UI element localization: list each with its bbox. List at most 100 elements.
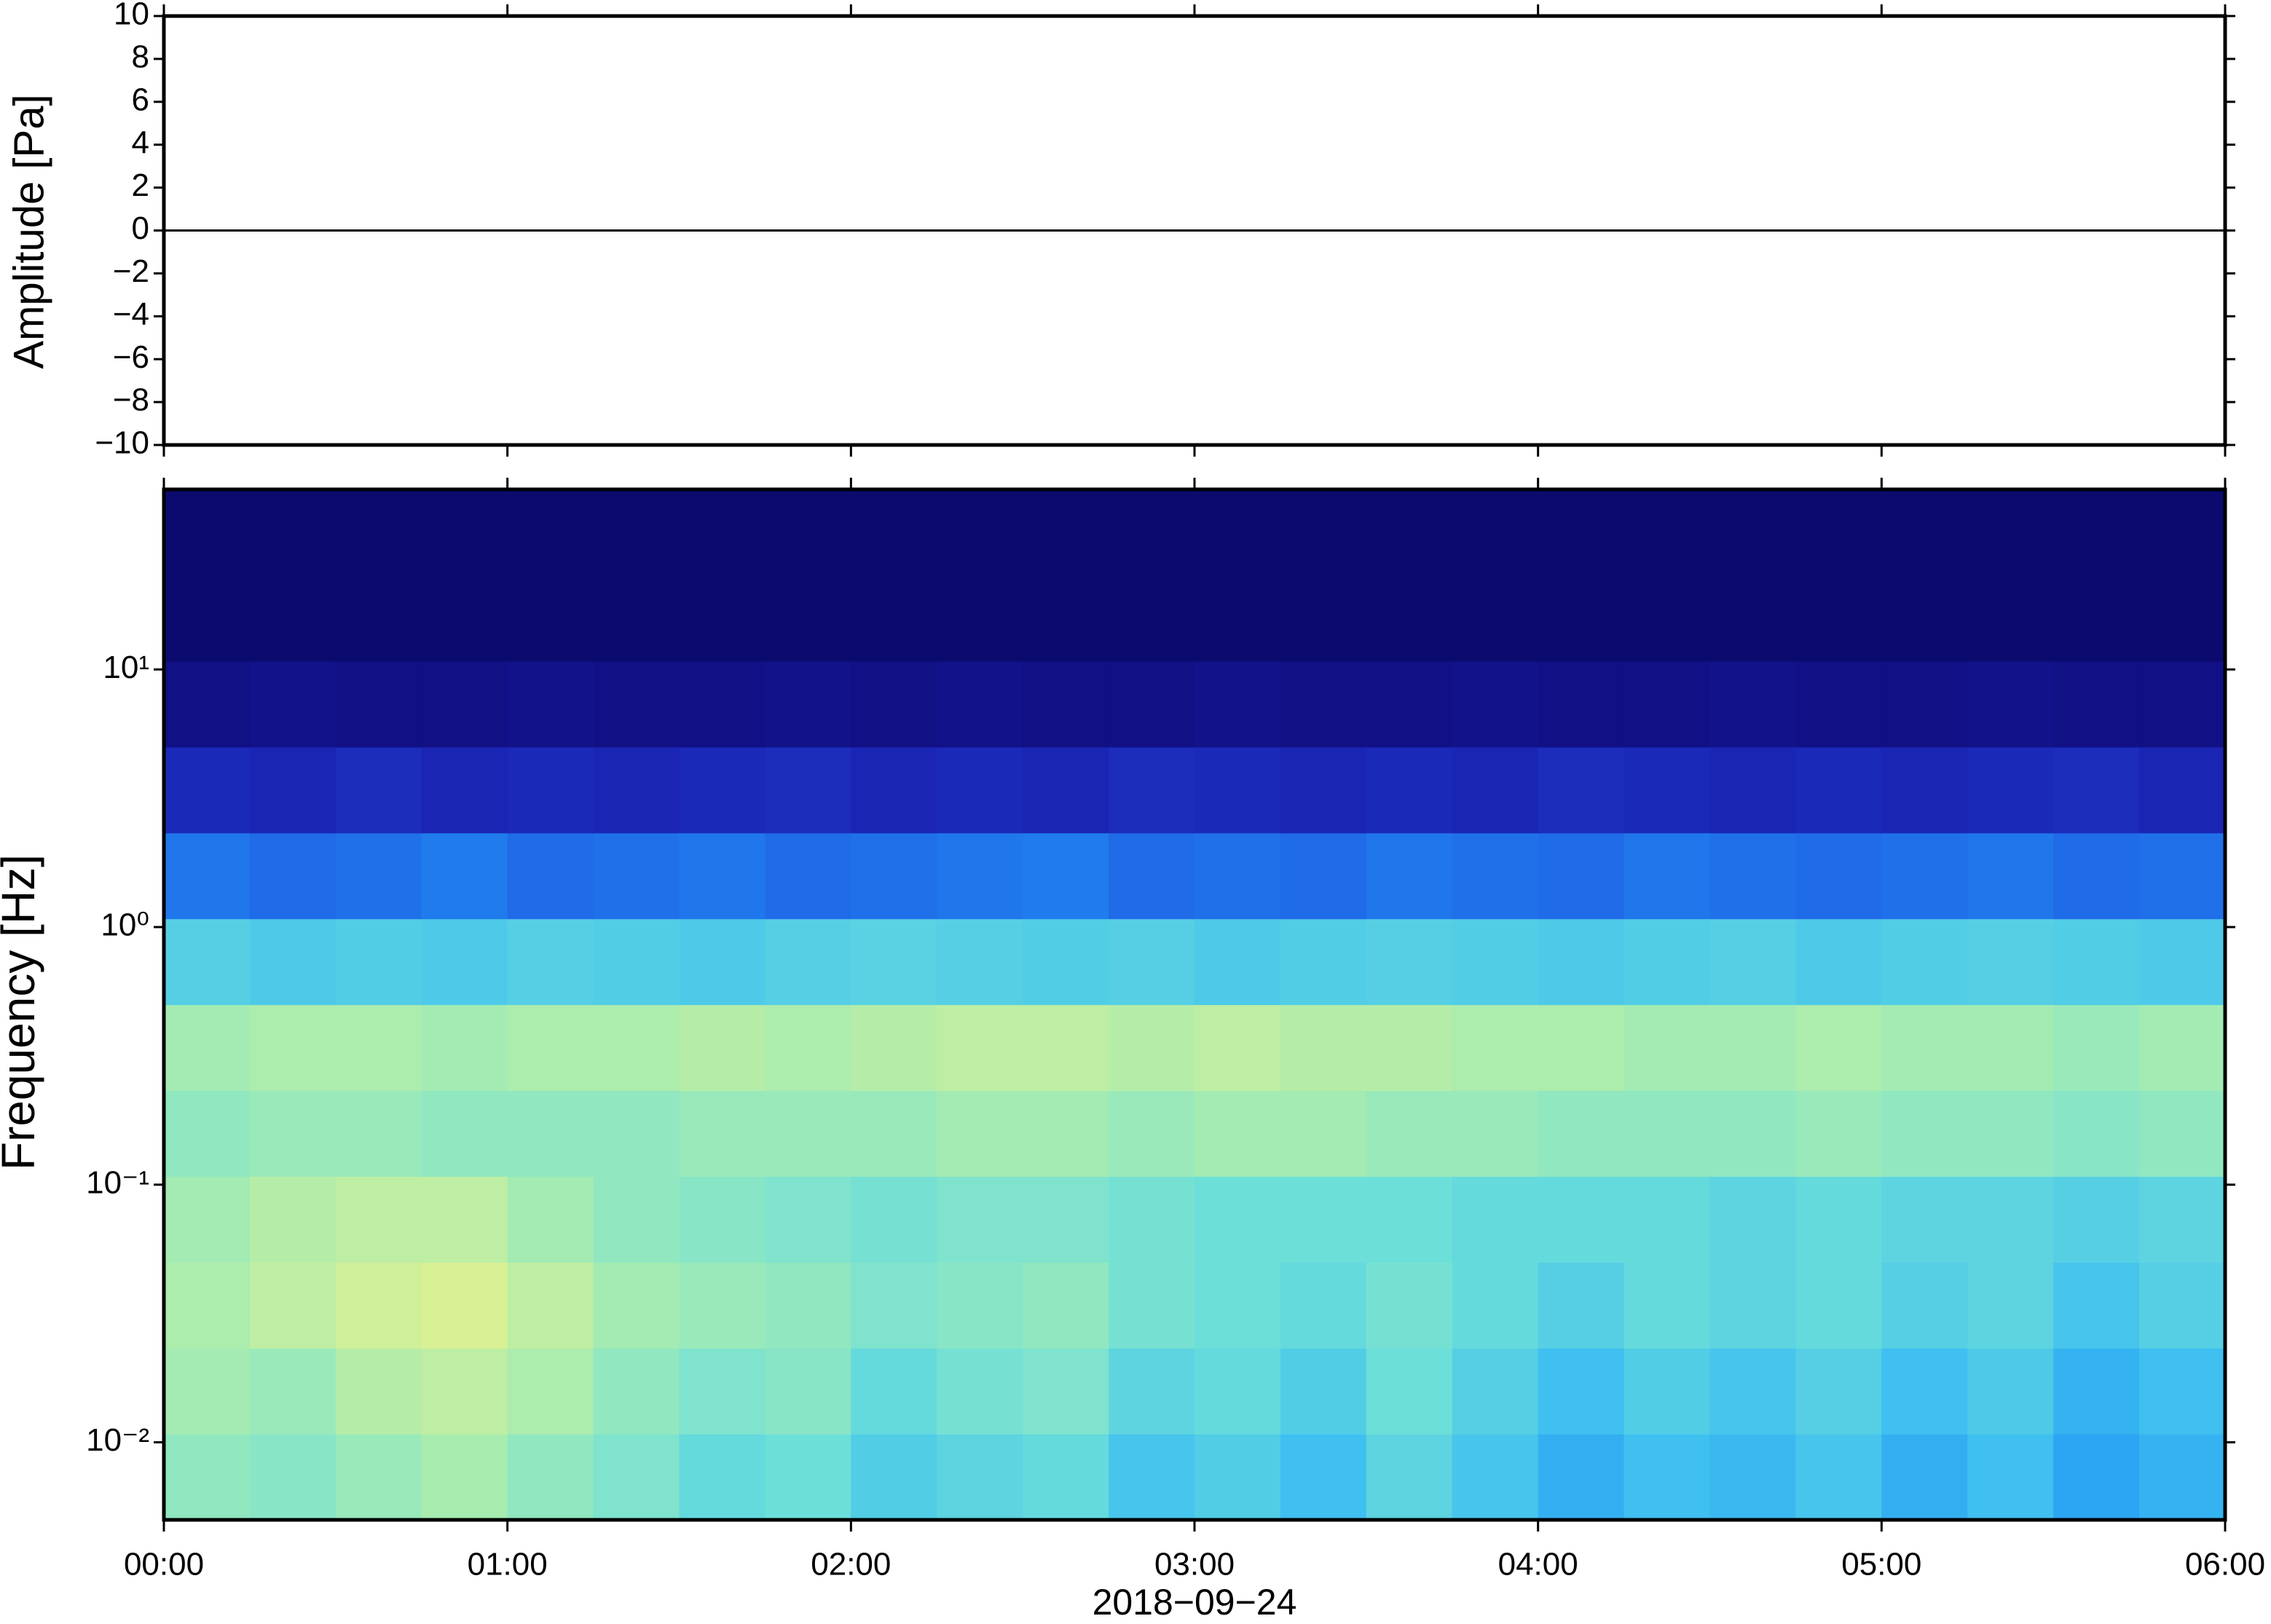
y-axis-label: Frequency [Hz] — [0, 854, 44, 1170]
heatmap-cell — [1280, 1434, 1367, 1521]
heatmap-cell — [2139, 1004, 2226, 1092]
y-tick-label: 10⁻² — [86, 1422, 149, 1458]
heatmap-cell — [2053, 1348, 2140, 1435]
heatmap-cell — [2139, 1176, 2226, 1263]
heatmap-cell — [1967, 661, 2054, 748]
heatmap-cell — [507, 575, 594, 662]
heatmap-cell — [2053, 489, 2140, 576]
heatmap-cell — [593, 1348, 680, 1435]
heatmap-cell — [421, 1434, 508, 1521]
heatmap-cell — [2139, 1434, 2226, 1521]
heatmap-cell — [679, 746, 766, 834]
x-tick-label: 06:00 — [2185, 1547, 2265, 1582]
heatmap-cell — [1452, 489, 1539, 576]
heatmap-cell — [1366, 746, 1453, 834]
heatmap-cell — [1967, 1004, 2054, 1092]
heatmap-cell — [164, 661, 251, 748]
y-tick-label: −10 — [95, 425, 149, 461]
heatmap-cell — [765, 1348, 851, 1435]
heatmap-cell — [249, 832, 336, 920]
heatmap-cell — [164, 832, 251, 920]
heatmap-cell — [1881, 1090, 1968, 1177]
heatmap-cell — [2139, 832, 2226, 920]
heatmap-cell — [164, 918, 251, 1006]
heatmap-cell — [164, 1004, 251, 1092]
heatmap-cell — [851, 1090, 937, 1177]
heatmap-cell — [1795, 746, 1882, 834]
heatmap-cell — [1194, 575, 1281, 662]
heatmap-cell — [1194, 1434, 1281, 1521]
heatmap-cell — [1881, 489, 1968, 576]
heatmap-cell — [507, 1176, 594, 1263]
heatmap-cell — [249, 1004, 336, 1092]
heatmap-cell — [593, 575, 680, 662]
heatmap-cell — [1538, 1090, 1625, 1177]
x-tick-label: 02:00 — [811, 1547, 891, 1582]
heatmap-cell — [1452, 661, 1539, 748]
heatmap-cell — [335, 1004, 422, 1092]
heatmap-cell — [1709, 1090, 1797, 1177]
heatmap-cell — [421, 918, 508, 1006]
heatmap-cell — [1194, 1176, 1281, 1263]
heatmap-cell — [1538, 1434, 1625, 1521]
heatmap-cell — [507, 918, 594, 1006]
x-tick-label: 01:00 — [468, 1547, 548, 1582]
heatmap-cell — [421, 1090, 508, 1177]
heatmap-cell — [1967, 746, 2054, 834]
heatmap-cell — [679, 1348, 766, 1435]
heatmap-cell — [1795, 1262, 1882, 1349]
heatmap-cell — [1452, 1262, 1539, 1349]
heatmap-cell — [1023, 746, 1109, 834]
heatmap-cell — [1194, 1348, 1281, 1435]
y-tick-label: 8 — [132, 39, 149, 75]
heatmap-cell — [765, 1090, 851, 1177]
heatmap-cell — [1366, 1176, 1453, 1263]
heatmap-cell — [1194, 746, 1281, 834]
heatmap-cell — [1366, 832, 1453, 920]
heatmap-cell — [1623, 1004, 1711, 1092]
heatmap-cell — [1366, 1434, 1453, 1521]
heatmap-cell — [1538, 1348, 1625, 1435]
heatmap-cell — [1967, 832, 2054, 920]
heatmap-cell — [1795, 1004, 1882, 1092]
heatmap-cell — [2053, 1262, 2140, 1349]
y-tick-label: 10 — [114, 0, 149, 32]
heatmap-cell — [1194, 1262, 1281, 1349]
heatmap-cell — [1623, 918, 1711, 1006]
heatmap-cell — [1795, 832, 1882, 920]
heatmap-cell — [1795, 661, 1882, 748]
heatmap-cell — [2053, 575, 2140, 662]
heatmap-cell — [1366, 575, 1453, 662]
heatmap-cell — [1881, 1434, 1968, 1521]
heatmap-cell — [507, 1348, 594, 1435]
heatmap-cell — [851, 1434, 937, 1521]
heatmap-cell — [1194, 661, 1281, 748]
heatmap-cell — [593, 1090, 680, 1177]
y-tick-label: −8 — [113, 382, 149, 418]
heatmap-cell — [1023, 575, 1109, 662]
heatmap-cell — [765, 1434, 851, 1521]
heatmap-cell — [2053, 1176, 2140, 1263]
heatmap-cell — [164, 1176, 251, 1263]
x-axis-label: 2018−09−24 — [1093, 1582, 1297, 1623]
heatmap-cell — [1366, 918, 1453, 1006]
heatmap-cell — [765, 918, 851, 1006]
heatmap-cell — [765, 661, 851, 748]
y-tick-label: 10⁰ — [101, 907, 149, 943]
heatmap-cell — [937, 1090, 1023, 1177]
heatmap-cell — [1280, 918, 1367, 1006]
heatmap-cell — [164, 1262, 251, 1349]
heatmap-cell — [335, 661, 422, 748]
heatmap-cell — [2139, 1090, 2226, 1177]
heatmap-cell — [851, 1176, 937, 1263]
heatmap-cell — [765, 1262, 851, 1349]
heatmap-cell — [1709, 661, 1797, 748]
heatmap-cell — [1452, 918, 1539, 1006]
y-tick-label: 0 — [132, 210, 149, 246]
heatmap-cell — [937, 489, 1023, 576]
y-tick-label: 10¹ — [103, 650, 149, 685]
heatmap-cell — [1452, 832, 1539, 920]
heatmap-cell — [1795, 918, 1882, 1006]
heatmap-cell — [2053, 832, 2140, 920]
heatmap-cell — [1623, 746, 1711, 834]
